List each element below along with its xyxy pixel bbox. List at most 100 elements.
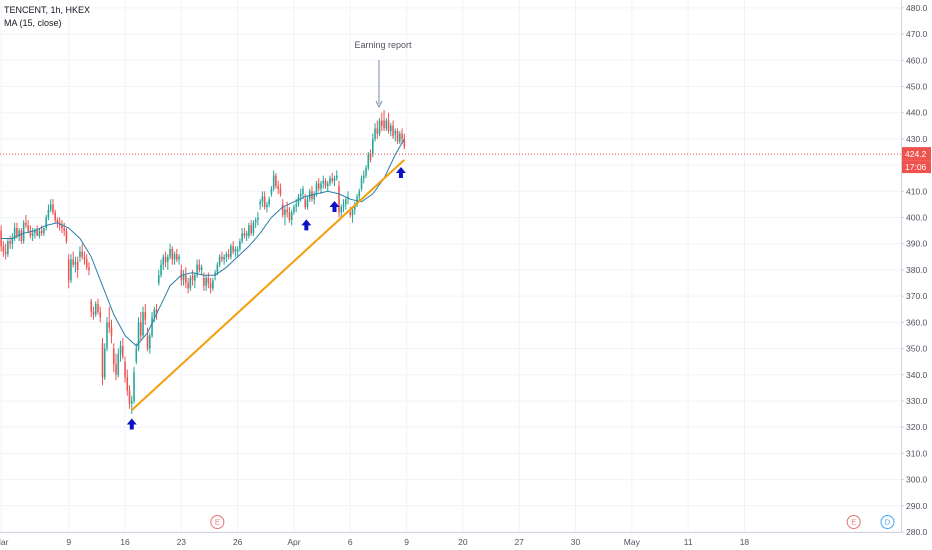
candle-body — [353, 204, 356, 210]
y-tick-label: 430.0 — [906, 134, 928, 144]
candle-body — [29, 230, 32, 236]
candle-body — [241, 233, 243, 242]
chart-legend: TENCENT, 1h, HKEX MA (15, close) — [4, 4, 90, 30]
candle-body — [209, 283, 212, 289]
ma-line — [1, 138, 405, 347]
candle-body — [126, 377, 129, 391]
candle-body — [31, 233, 34, 236]
candle-body — [144, 311, 147, 320]
x-tick-label: May — [624, 537, 641, 547]
candle-body — [99, 311, 102, 318]
y-tick-label: 460.0 — [906, 55, 928, 65]
x-tick-label: 6 — [348, 537, 353, 547]
candle-body — [367, 154, 370, 168]
candle-body — [378, 120, 381, 134]
candle-body — [67, 259, 70, 281]
y-tick-label: 340.0 — [906, 370, 928, 380]
x-tick-label: 30 — [571, 537, 581, 547]
candle-body — [43, 228, 45, 234]
candle-body — [257, 217, 259, 221]
candle-body — [133, 372, 135, 401]
candle-body — [320, 183, 322, 189]
up-arrow-icon — [395, 166, 406, 178]
candle-body — [214, 272, 216, 276]
candle-body — [198, 264, 201, 270]
y-tick-label: 370.0 — [906, 291, 928, 301]
candle-body — [250, 225, 252, 234]
candle-body — [169, 248, 171, 257]
event-marker-label: E — [851, 518, 856, 527]
candle-body — [63, 228, 65, 231]
x-tick-label: 11 — [684, 537, 693, 547]
candle-body — [225, 254, 228, 257]
candle-body — [275, 175, 277, 187]
candle-body — [279, 188, 282, 194]
candle-body — [349, 212, 352, 215]
candle-body — [239, 241, 241, 249]
candle-body — [205, 277, 207, 286]
candle-body — [158, 275, 160, 284]
candle-body — [81, 251, 84, 257]
y-tick-label: 390.0 — [906, 239, 928, 249]
candle-body — [329, 178, 331, 184]
candle-body — [295, 204, 298, 208]
candle-body — [338, 186, 340, 213]
candle-body — [401, 133, 403, 139]
candle-body — [394, 131, 397, 134]
countdown-background — [902, 160, 931, 174]
candle-body — [187, 283, 189, 289]
candle-body — [65, 230, 68, 242]
candle-body — [390, 125, 392, 132]
candle-body — [266, 204, 268, 208]
candle-body — [4, 251, 7, 255]
candle-body — [313, 193, 316, 200]
candle-body — [13, 228, 16, 239]
candle-body — [342, 204, 345, 208]
up-arrow-shape — [126, 418, 137, 430]
candle-body — [380, 120, 383, 126]
x-tick-label: Mar — [0, 537, 9, 547]
candle-body — [9, 241, 11, 244]
candle-body — [315, 183, 318, 194]
candle-body — [333, 178, 336, 181]
candle-body — [302, 188, 304, 194]
candle-body — [74, 262, 77, 265]
candle-body — [261, 196, 264, 202]
y-tick-label: 310.0 — [906, 448, 928, 458]
candle-body — [293, 207, 295, 213]
candle-body — [272, 175, 275, 189]
event-marker — [210, 515, 225, 529]
candle-body — [176, 254, 178, 260]
plot-area — [0, 0, 901, 532]
candle-body — [94, 304, 97, 315]
candle-body — [18, 230, 20, 236]
candle-body — [369, 154, 372, 160]
candle-body — [245, 233, 248, 236]
event-marker-label: E — [215, 518, 220, 527]
x-tick-label: Apr — [287, 537, 300, 547]
y-tick-label: 350.0 — [906, 344, 928, 354]
candle-body — [121, 345, 124, 357]
candle-body — [277, 186, 279, 189]
candle-body — [376, 128, 379, 134]
candle-body — [54, 212, 56, 221]
candle-body — [25, 222, 27, 226]
candle-body — [254, 220, 257, 223]
candle-body — [243, 233, 246, 236]
candle-body — [162, 256, 165, 265]
candle-body — [173, 254, 176, 260]
candle-body — [288, 212, 291, 221]
y-tick-label: 330.0 — [906, 396, 928, 406]
price-tag-label: 424.2 — [905, 149, 927, 159]
x-tick-label: 18 — [740, 537, 750, 547]
candle-body — [22, 222, 25, 242]
candle-body — [16, 228, 18, 236]
candle-body — [200, 267, 203, 270]
candle-body — [191, 275, 194, 281]
candle-body — [371, 138, 374, 155]
up-arrow-icon — [126, 418, 137, 430]
candle-body — [148, 335, 151, 349]
candle-body — [281, 204, 284, 215]
candle-body — [326, 183, 329, 187]
